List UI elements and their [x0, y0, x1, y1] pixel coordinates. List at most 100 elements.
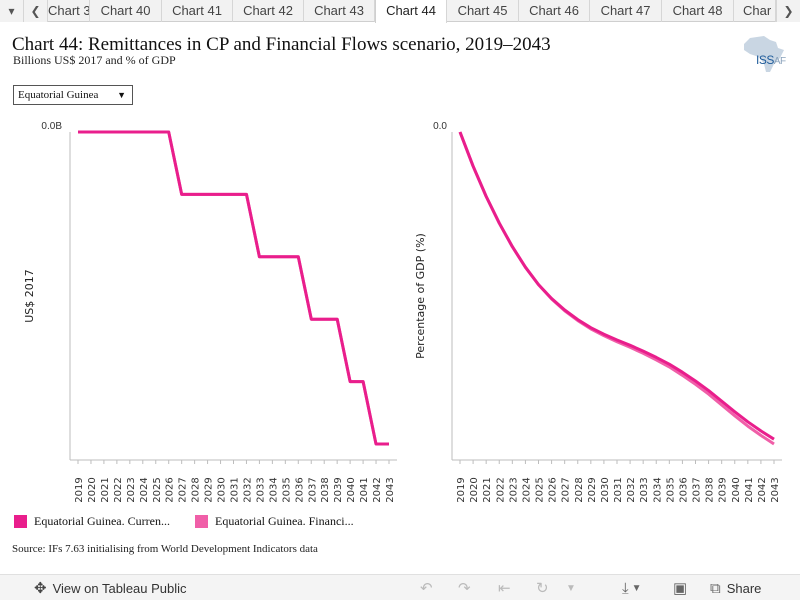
x-tick-label: 2021: [482, 477, 493, 502]
refresh-icon: ↻: [536, 580, 549, 597]
x-tick-label: 2024: [139, 477, 150, 502]
x-tick-label: 2029: [204, 477, 215, 502]
y-axis-label: Percentage of GDP (%): [414, 233, 427, 359]
legend-label: Equatorial Guinea. Financi...: [215, 513, 354, 528]
x-tick-label: 2039: [718, 477, 729, 502]
country-filter-value: Equatorial Guinea: [18, 89, 99, 101]
legend-swatch: [195, 514, 208, 528]
x-tick-label: 2023: [126, 477, 137, 502]
x-tick-label: 2028: [574, 477, 585, 502]
download-icon: ⤓: [622, 579, 629, 597]
series-line[interactable]: [458, 131, 775, 446]
x-tick-label: 2021: [100, 477, 111, 502]
x-tick-label: 2020: [469, 477, 480, 502]
x-tick-label: 2038: [320, 477, 331, 502]
chart-percent-gdp: 0.0 Percentage of GDP (%) 2019 2020 2021 2022…: [414, 121, 782, 503]
x-tick-label: 2034: [268, 477, 279, 502]
fullscreen-button[interactable]: ▣: [673, 575, 687, 601]
caret-down-icon: ▾: [8, 4, 15, 18]
chevron-left-icon: ❮: [30, 4, 41, 18]
x-tick-label: 2027: [561, 477, 572, 502]
x-tick-label: 2031: [230, 477, 241, 502]
tab-chart-39[interactable]: Chart 39: [48, 0, 90, 22]
fullscreen-icon: ▣: [673, 580, 688, 597]
tab-chart-43[interactable]: Chart 43: [304, 0, 375, 22]
x-tick-label: 2022: [495, 477, 506, 502]
tab-chart-48[interactable]: Chart 48: [662, 0, 734, 22]
chart-title: Chart 44: Remittances in CP and Financia…: [12, 34, 551, 55]
x-tick-label: 2037: [307, 477, 318, 502]
chevron-right-icon: ❯: [783, 4, 794, 18]
x-tick-label: 2030: [217, 477, 228, 502]
x-tick-label: 2025: [152, 477, 163, 502]
x-tick-label: 2029: [587, 477, 598, 502]
x-tick-label: 2024: [521, 477, 532, 502]
legend-item-financial-flows[interactable]: Equatorial Guinea. Financi...: [195, 512, 354, 530]
legend-label: Equatorial Guinea. Curren...: [34, 513, 170, 528]
country-filter-dropdown[interactable]: Equatorial Guinea ▼: [13, 85, 133, 105]
tab-chart-42[interactable]: Chart 42: [233, 0, 304, 22]
x-tick-label: 2035: [665, 477, 676, 502]
revert-icon: ⇤: [498, 580, 511, 597]
x-tick-label: 2026: [548, 477, 559, 502]
x-tick-label: 2041: [359, 477, 370, 502]
legend-item-current-path[interactable]: Equatorial Guinea. Curren...: [14, 512, 170, 530]
chart-subtitle: Billions US$ 2017 and % of GDP: [13, 53, 176, 67]
tab-chart-41[interactable]: Chart 41: [162, 0, 233, 22]
x-tick-label: 2042: [372, 477, 383, 502]
x-tick-label: 2041: [744, 477, 755, 502]
series-line[interactable]: [458, 131, 775, 441]
x-tick-label: 2020: [87, 477, 98, 502]
tab-chart-44[interactable]: Chart 44: [375, 0, 447, 23]
x-tick-label: 2023: [508, 477, 519, 502]
share-icon: ⧉: [710, 579, 721, 597]
series-line[interactable]: [78, 130, 389, 446]
y-tick-label: 0.0B: [41, 121, 62, 132]
caret-down-icon: ▼: [631, 582, 642, 594]
caret-down-icon: ▼: [566, 582, 576, 594]
x-tick-label: 2026: [165, 477, 176, 502]
undo-button[interactable]: ↶: [420, 575, 433, 601]
logo-text: ISSAF: [756, 53, 786, 67]
tab-chart-40[interactable]: Chart 40: [90, 0, 162, 22]
x-tick-label: 2027: [178, 477, 189, 502]
caret-down-icon: ▼: [117, 90, 126, 100]
tab-chart-49[interactable]: Char: [734, 0, 776, 22]
tab-chart-46[interactable]: Chart 46: [519, 0, 590, 22]
tab-prev-button[interactable]: ❮: [24, 0, 48, 22]
x-tick-label: 2040: [731, 477, 742, 502]
x-tick-label: 2030: [600, 477, 611, 502]
chart-us-dollars: 0.0B US$ 2017 2019 2020 2021 2022 2023 2024 2025…: [23, 121, 397, 503]
view-on-tableau-public-button[interactable]: ✥ View on Tableau Public: [34, 575, 187, 601]
x-tick-label: 2036: [294, 477, 305, 502]
tab-chart-45[interactable]: Chart 45: [447, 0, 519, 22]
tab-chart-47[interactable]: Chart 47: [590, 0, 662, 22]
redo-button[interactable]: ↷: [458, 575, 471, 601]
x-tick-label: 2032: [626, 477, 637, 502]
x-tick-label: 2042: [757, 477, 768, 502]
refresh-button[interactable]: ↻: [536, 575, 549, 601]
x-tick-label: 2040: [346, 477, 357, 502]
tab-next-button[interactable]: ❯: [776, 0, 800, 22]
x-tick-label: 2033: [639, 477, 650, 502]
x-tick-label: 2043: [770, 477, 781, 502]
x-tick-label: 2032: [242, 477, 253, 502]
share-button[interactable]: ⧉ Share: [710, 575, 761, 601]
x-tick-label: 2039: [333, 477, 344, 502]
bottom-toolbar: ✥ View on Tableau Public ↶ ↷ ⇤ ↻ ▼ ⤓ ▼ ▣…: [0, 574, 800, 600]
x-tick-label: 2019: [74, 477, 85, 502]
tab-bar: ▾ ❮ Chart 39 Chart 40 Chart 41 Chart 42 …: [0, 0, 800, 23]
view-on-tableau-label: View on Tableau Public: [52, 580, 187, 596]
y-tick-label: 0.0: [433, 121, 447, 132]
tab-menu-button[interactable]: ▾: [0, 0, 24, 22]
redo-icon: ↷: [458, 580, 471, 597]
x-tick-label: 2019: [456, 477, 467, 502]
x-tick-label: 2036: [678, 477, 689, 502]
series-line[interactable]: [78, 130, 389, 446]
x-tick-label: 2028: [191, 477, 202, 502]
share-label: Share: [726, 580, 762, 596]
revert-button[interactable]: ⇤: [498, 575, 511, 601]
tableau-logo-icon: ✥: [34, 580, 47, 597]
pause-dropdown-button[interactable]: ▼: [566, 575, 576, 601]
download-button[interactable]: ⤓ ▼: [622, 575, 642, 601]
